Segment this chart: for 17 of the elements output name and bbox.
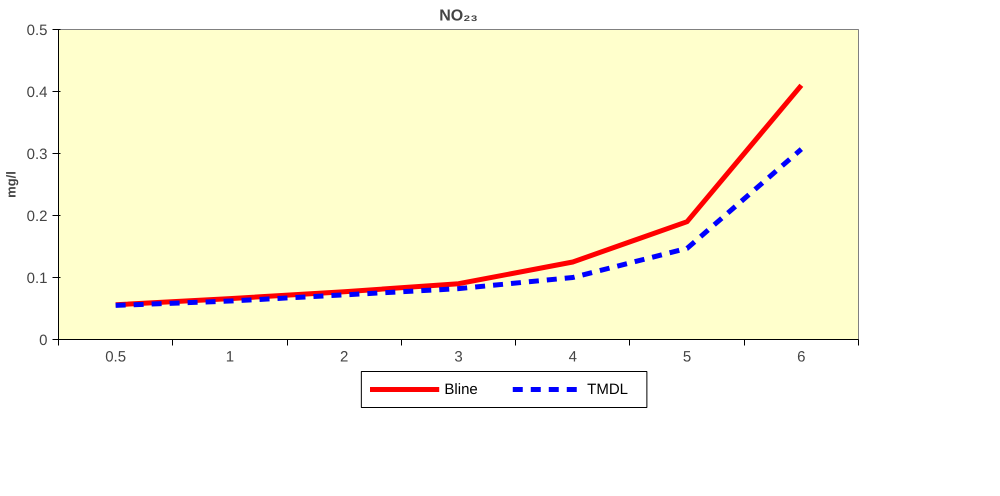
x-tick-label: 0.5 — [105, 348, 126, 366]
x-tick-label: 4 — [568, 348, 577, 366]
y-tick-label: 0.4 — [26, 84, 48, 101]
x-tick-label: 5 — [682, 348, 692, 366]
y-tick-label: 0.1 — [26, 270, 48, 287]
legend-label: Bline — [444, 381, 478, 398]
legend-label: TMDL — [587, 381, 628, 398]
y-axis-title: mg/l — [4, 171, 19, 198]
x-tick-label: 1 — [226, 348, 234, 366]
y-tick-label: 0.2 — [26, 208, 48, 225]
x-tick-label: 6 — [797, 348, 806, 366]
chart-title: NO₂₃ — [439, 8, 478, 24]
y-tick-label: 0.3 — [26, 146, 48, 163]
y-tick-label: 0.5 — [26, 22, 48, 39]
y-tick-label: 0 — [39, 332, 48, 349]
x-tick-label: 2 — [340, 348, 348, 366]
x-tick-label: 3 — [454, 348, 463, 366]
